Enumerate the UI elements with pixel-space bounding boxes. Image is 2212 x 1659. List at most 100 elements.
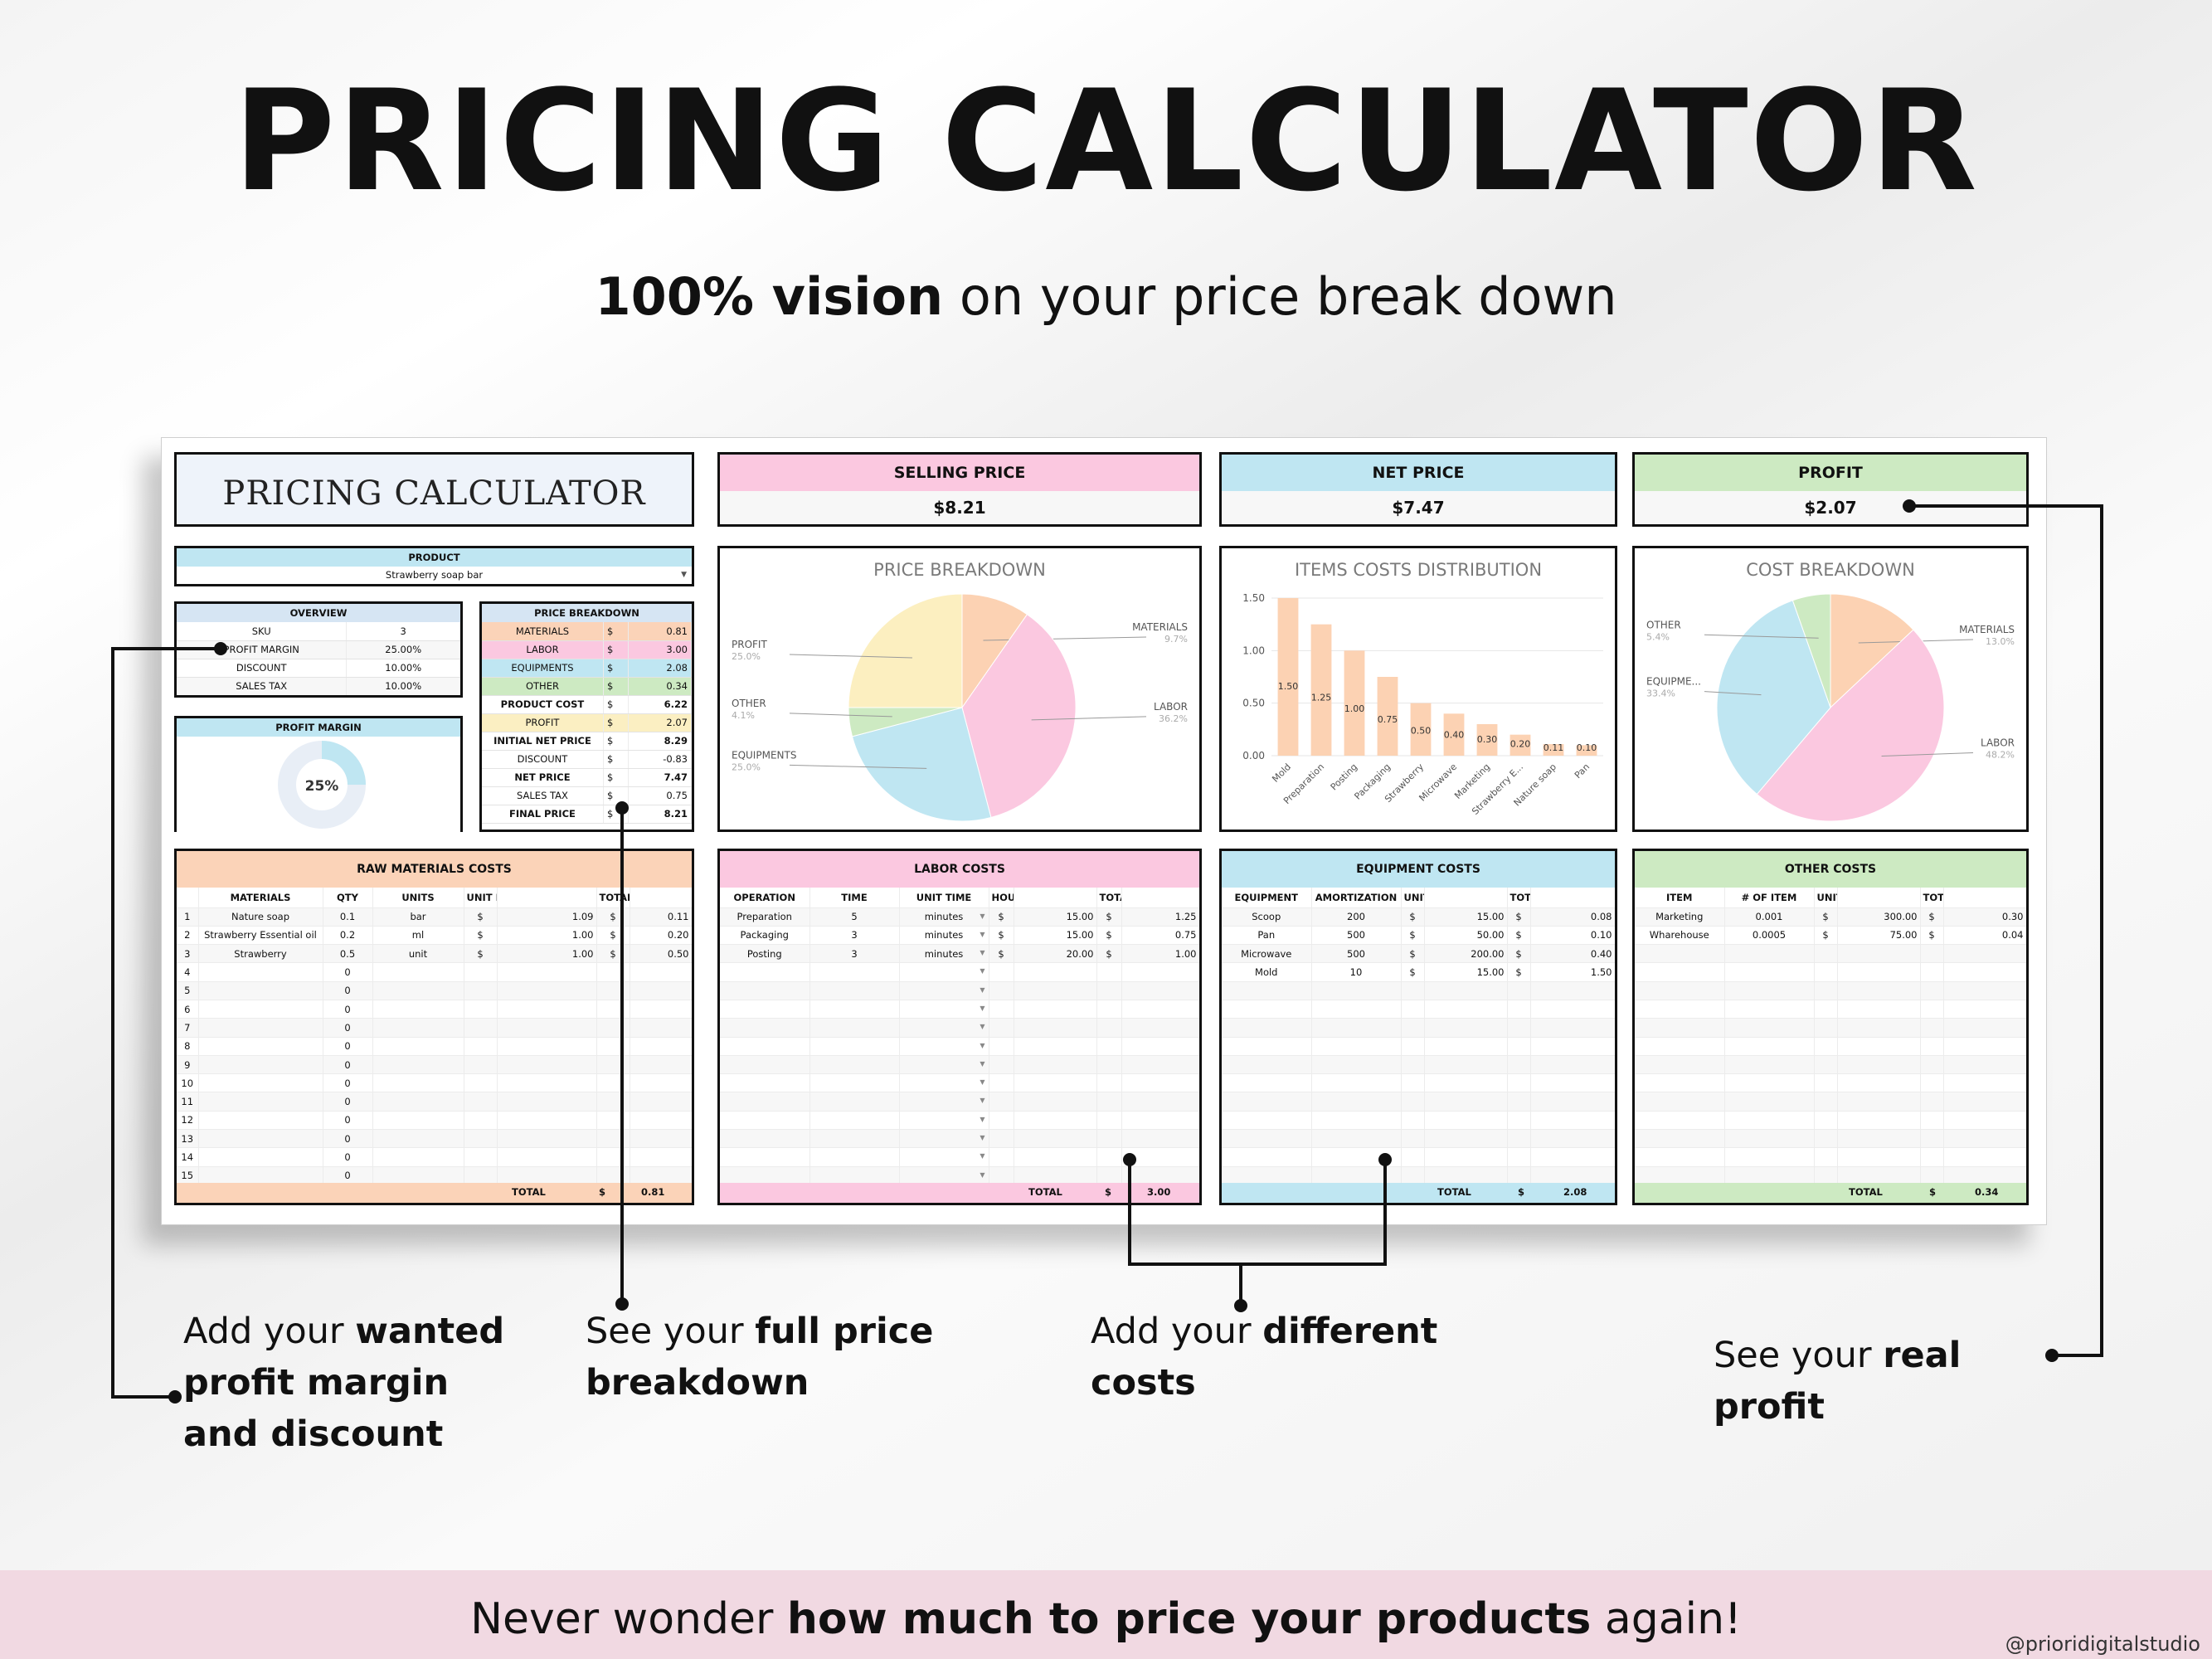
table-cell[interactable] <box>809 1018 900 1038</box>
table-cell[interactable]: ▼ <box>899 1055 989 1075</box>
table-cell[interactable]: ▼ <box>899 981 989 1000</box>
table-cell[interactable] <box>372 1092 464 1112</box>
table-cell[interactable] <box>1096 1018 1122 1038</box>
table-cell[interactable] <box>1635 1000 1725 1019</box>
table-cell[interactable] <box>1014 1055 1097 1075</box>
table-cell[interactable] <box>1724 962 1815 982</box>
table-cell[interactable] <box>464 962 498 982</box>
table-cell[interactable] <box>1920 1129 1944 1149</box>
table-cell[interactable]: $ <box>1096 907 1122 927</box>
table-cell[interactable] <box>1507 981 1531 1000</box>
table-cell[interactable]: 3 <box>177 944 199 964</box>
table-cell[interactable] <box>1814 1018 1838 1038</box>
table-cell[interactable] <box>989 1129 1014 1149</box>
table-cell[interactable]: $ <box>464 926 498 946</box>
table-cell[interactable]: 13 <box>177 1129 199 1149</box>
table-cell[interactable] <box>1014 1147 1097 1167</box>
table-cell[interactable] <box>720 1166 810 1185</box>
table-cell[interactable] <box>1424 1055 1508 1075</box>
table-cell[interactable] <box>1943 981 2026 1000</box>
table-cell[interactable]: 0.5 <box>323 944 373 964</box>
table-cell[interactable]: 1.25 <box>1121 907 1199 927</box>
chevron-down-icon[interactable]: ▼ <box>980 1023 985 1031</box>
table-cell[interactable]: 20.00 <box>1014 944 1097 964</box>
table-cell[interactable] <box>1837 1073 1921 1093</box>
table-cell[interactable]: ▼ <box>899 1037 989 1056</box>
table-cell[interactable]: 1.00 <box>1121 944 1199 964</box>
table-cell[interactable] <box>1311 1092 1402 1112</box>
table-cell[interactable] <box>1814 944 1838 964</box>
table-cell[interactable] <box>1507 1037 1531 1056</box>
table-cell[interactable]: $ <box>1507 926 1531 946</box>
table-cell[interactable] <box>1943 1037 2026 1056</box>
table-cell[interactable] <box>1724 1037 1815 1056</box>
table-cell[interactable]: 1 <box>177 907 199 927</box>
table-cell[interactable] <box>1943 1129 2026 1149</box>
table-cell[interactable] <box>1635 944 1725 964</box>
table-cell[interactable]: 0.001 <box>1724 907 1815 927</box>
table-cell[interactable] <box>372 1166 464 1185</box>
table-cell[interactable]: 0 <box>323 1092 373 1112</box>
table-cell[interactable] <box>1724 1000 1815 1019</box>
table-cell[interactable] <box>1311 1000 1402 1019</box>
table-cell[interactable]: 14 <box>177 1147 199 1167</box>
table-cell[interactable] <box>372 1037 464 1056</box>
table-cell[interactable] <box>1724 1111 1815 1131</box>
table-cell[interactable] <box>198 1055 323 1075</box>
table-cell[interactable]: 0.1 <box>323 907 373 927</box>
table-cell[interactable] <box>809 1073 900 1093</box>
table-cell[interactable] <box>497 1000 597 1019</box>
table-cell[interactable] <box>497 1037 597 1056</box>
table-cell[interactable] <box>596 962 630 982</box>
table-cell[interactable] <box>1724 1018 1815 1038</box>
table-cell[interactable] <box>1424 1037 1508 1056</box>
table-cell[interactable]: 2 <box>177 926 199 946</box>
table-cell[interactable] <box>1635 1147 1725 1167</box>
table-cell[interactable] <box>464 1037 498 1056</box>
table-cell[interactable] <box>372 1055 464 1075</box>
product-select[interactable]: Strawberry soap bar ▼ <box>177 567 692 584</box>
table-cell[interactable]: 7 <box>177 1018 199 1038</box>
table-cell[interactable] <box>1635 962 1725 982</box>
table-cell[interactable] <box>1837 981 1921 1000</box>
table-cell[interactable]: 0.30 <box>1943 907 2026 927</box>
table-cell[interactable]: 10 <box>177 1073 199 1093</box>
table-cell[interactable]: Scoop <box>1222 907 1312 927</box>
table-cell[interactable] <box>1311 1055 1402 1075</box>
table-cell[interactable] <box>809 1129 900 1149</box>
table-cell[interactable] <box>1222 1111 1312 1131</box>
table-cell[interactable] <box>1814 1092 1838 1112</box>
table-cell[interactable] <box>630 981 692 1000</box>
table-cell[interactable] <box>989 1147 1014 1167</box>
table-cell[interactable] <box>1401 1147 1425 1167</box>
table-cell[interactable]: 6 <box>177 1000 199 1019</box>
table-cell[interactable]: 0.2 <box>323 926 373 946</box>
table-cell[interactable] <box>464 1111 498 1131</box>
table-cell[interactable] <box>1096 1037 1122 1056</box>
overview-value[interactable]: 10.00% <box>346 677 460 695</box>
table-cell[interactable] <box>630 1018 692 1038</box>
table-cell[interactable] <box>809 962 900 982</box>
table-cell[interactable]: Microwave <box>1222 944 1312 964</box>
table-cell[interactable]: bar <box>372 907 464 927</box>
table-cell[interactable] <box>1096 1129 1122 1149</box>
table-cell[interactable] <box>1222 981 1312 1000</box>
table-cell[interactable] <box>1096 1073 1122 1093</box>
table-cell[interactable] <box>1943 1018 2026 1038</box>
table-cell[interactable] <box>630 1111 692 1131</box>
table-cell[interactable]: 200 <box>1311 907 1402 927</box>
table-cell[interactable] <box>1222 1037 1312 1056</box>
table-cell[interactable] <box>1121 1000 1199 1019</box>
table-cell[interactable]: ▼ <box>899 1166 989 1185</box>
table-cell[interactable] <box>1222 1129 1312 1149</box>
table-cell[interactable] <box>1635 981 1725 1000</box>
table-cell[interactable] <box>1424 1018 1508 1038</box>
table-cell[interactable]: $ <box>1507 962 1531 982</box>
chevron-down-icon[interactable]: ▼ <box>980 1004 985 1012</box>
table-cell[interactable] <box>720 962 810 982</box>
table-cell[interactable] <box>1014 1018 1097 1038</box>
table-cell[interactable] <box>464 1055 498 1075</box>
table-cell[interactable] <box>1530 1018 1615 1038</box>
table-cell[interactable]: $ <box>989 944 1014 964</box>
table-cell[interactable] <box>1424 1147 1508 1167</box>
